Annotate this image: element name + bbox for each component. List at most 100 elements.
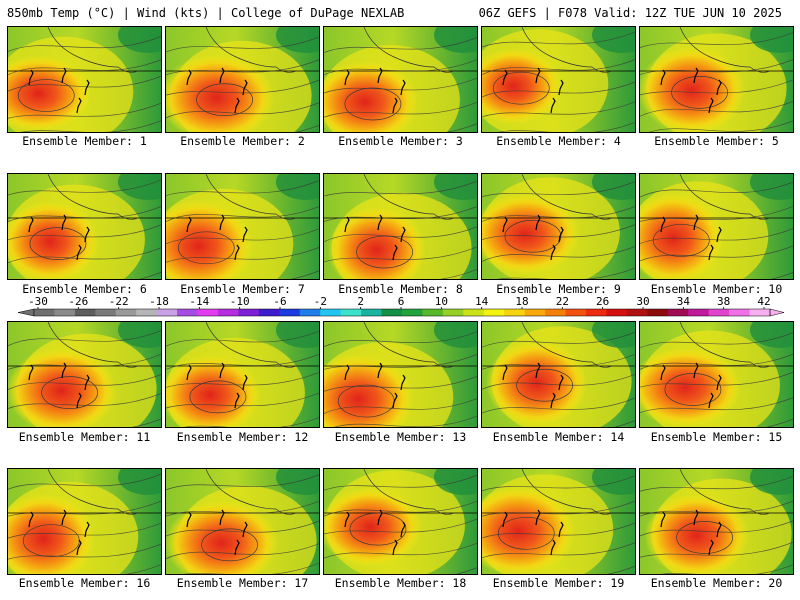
cool-region bbox=[592, 322, 635, 348]
member-map-graphic bbox=[324, 27, 477, 132]
height-contour bbox=[166, 500, 319, 517]
closed-contour bbox=[664, 373, 722, 406]
cool-region bbox=[750, 469, 793, 495]
colorbar-tick-label: -2 bbox=[314, 296, 327, 308]
colorbar-max-arrow bbox=[769, 308, 785, 317]
height-contour bbox=[640, 101, 793, 117]
colorbar-swatch bbox=[483, 309, 505, 316]
height-contour bbox=[482, 224, 635, 240]
colorbar-swatch bbox=[422, 309, 444, 316]
wind-barb bbox=[550, 392, 556, 409]
colorbar-swatch bbox=[463, 309, 485, 316]
height-contour bbox=[324, 353, 477, 370]
wind-barb bbox=[234, 244, 240, 261]
ensemble-member-label-14: Ensemble Member: 14 bbox=[492, 430, 625, 444]
wind-barb bbox=[693, 67, 699, 84]
height-contour bbox=[482, 353, 635, 370]
cool-region bbox=[118, 27, 161, 53]
ensemble-member-map-17 bbox=[165, 468, 320, 575]
colorbar-graphic: -30 -26 -22 -18 -14 -10 -6 -2 2 6 10 14 18 22 26 30 34 38… bbox=[17, 296, 785, 317]
cool-region bbox=[592, 469, 635, 495]
colorbar-swatch bbox=[258, 309, 280, 316]
member-map-graphic bbox=[166, 322, 319, 427]
closed-contour bbox=[201, 528, 258, 562]
cool-region bbox=[434, 322, 477, 348]
coastline bbox=[521, 469, 613, 515]
colorbar-tick-label: 14 bbox=[475, 296, 489, 308]
height-contour bbox=[640, 245, 793, 262]
ensemble-member-map-2 bbox=[165, 26, 320, 133]
height-contour bbox=[324, 376, 477, 392]
closed-contour bbox=[196, 83, 253, 117]
height-contour bbox=[324, 474, 477, 491]
wind-barb bbox=[558, 226, 564, 243]
height-contour bbox=[166, 180, 319, 196]
heat-core bbox=[8, 347, 117, 427]
ensemble-member-label-6: Ensemble Member: 6 bbox=[22, 282, 147, 296]
wind-barb bbox=[660, 69, 666, 86]
wind-barb bbox=[708, 539, 714, 556]
ensemble-member-map-13 bbox=[323, 321, 478, 428]
wind-barb bbox=[693, 362, 699, 379]
heat-core bbox=[640, 192, 723, 279]
cool-region bbox=[276, 174, 319, 200]
height-contour bbox=[439, 269, 477, 279]
wind-barb bbox=[234, 539, 240, 556]
member-map-graphic bbox=[482, 174, 635, 279]
member-map-graphic bbox=[324, 322, 477, 427]
ensemble-member-label-10: Ensemble Member: 10 bbox=[650, 282, 783, 296]
wind-barb bbox=[344, 511, 350, 528]
ensemble-member-map-10 bbox=[639, 173, 794, 280]
wind-barb bbox=[708, 244, 714, 261]
height-contour bbox=[184, 417, 319, 427]
coastline bbox=[363, 322, 455, 368]
colorbar-tick-label: -22 bbox=[109, 296, 129, 308]
coastline bbox=[205, 322, 297, 368]
height-contour bbox=[166, 36, 319, 53]
ensemble-member-map-1 bbox=[7, 26, 162, 133]
ensemble-member-map-6 bbox=[7, 173, 162, 280]
wind-barb bbox=[219, 214, 225, 231]
colorbar-swatch bbox=[197, 309, 219, 316]
height-contour bbox=[324, 542, 477, 559]
wind-barb bbox=[660, 216, 666, 233]
wind-barb bbox=[242, 521, 248, 538]
height-contour bbox=[324, 37, 477, 53]
closed-contour bbox=[189, 380, 247, 414]
height-contour bbox=[8, 393, 161, 409]
wind-barb bbox=[535, 214, 541, 231]
colorbar-swatch bbox=[115, 309, 137, 316]
member-map-graphic bbox=[640, 174, 793, 279]
heat-core bbox=[482, 193, 580, 275]
wind-barb bbox=[84, 374, 90, 391]
height-contour bbox=[8, 102, 161, 119]
height-contour bbox=[640, 475, 793, 492]
member-map-graphic bbox=[8, 469, 161, 574]
wind-barb bbox=[344, 216, 350, 233]
wind-barb bbox=[219, 67, 225, 84]
height-contour bbox=[482, 522, 635, 539]
heat-core bbox=[324, 487, 422, 567]
height-contour bbox=[166, 102, 319, 119]
member-map-graphic bbox=[482, 322, 635, 427]
colorbar-tick-label: 2 bbox=[357, 296, 364, 308]
colorbar-tick-label: 42 bbox=[757, 296, 770, 308]
ensemble-member-label-9: Ensemble Member: 9 bbox=[496, 282, 621, 296]
wind-barb bbox=[76, 97, 82, 114]
height-contour bbox=[640, 228, 793, 244]
height-contour bbox=[482, 246, 635, 262]
height-contour bbox=[166, 520, 319, 537]
wind-barb bbox=[28, 69, 34, 86]
wind-barb bbox=[502, 216, 508, 233]
height-contour bbox=[324, 101, 477, 118]
height-contour bbox=[8, 36, 161, 52]
height-contour bbox=[8, 224, 161, 241]
height-contour bbox=[482, 542, 635, 559]
wind-barb bbox=[84, 226, 90, 243]
height-contour bbox=[324, 500, 477, 517]
wind-barb bbox=[716, 374, 722, 391]
coastline bbox=[679, 322, 771, 368]
height-contour bbox=[324, 246, 477, 263]
colorbar-swatch bbox=[34, 309, 55, 316]
wind-barb bbox=[234, 97, 240, 114]
